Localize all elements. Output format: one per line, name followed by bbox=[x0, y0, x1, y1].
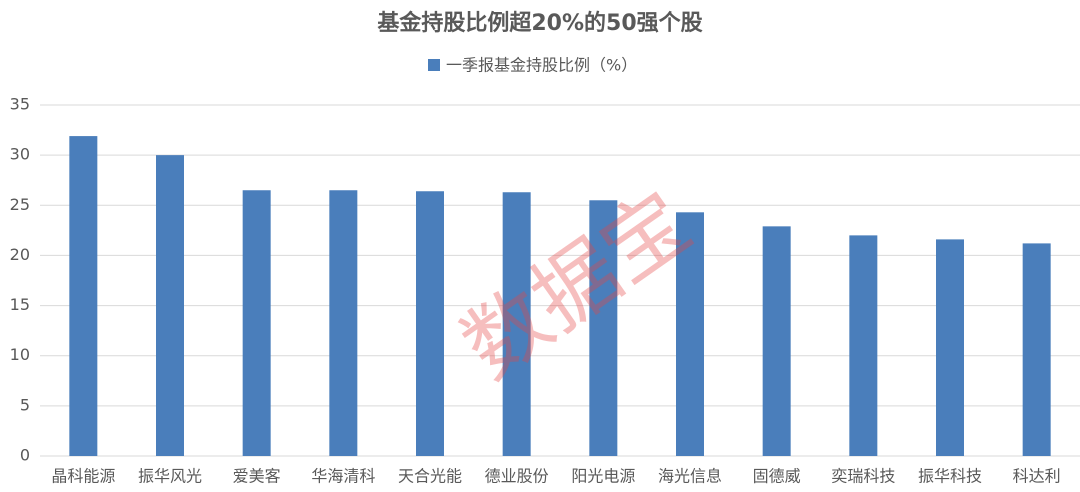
bar bbox=[1022, 243, 1051, 456]
bar bbox=[936, 239, 964, 456]
y-tick-label: 5 bbox=[20, 395, 30, 414]
chart-title: 基金持股比例超20%的50强个股 bbox=[377, 10, 702, 36]
bar bbox=[329, 190, 358, 456]
x-tick-label: 爱美客 bbox=[233, 467, 281, 486]
x-tick-label: 振华科技 bbox=[918, 467, 982, 486]
bar bbox=[849, 235, 878, 456]
y-tick-label: 30 bbox=[10, 145, 30, 164]
x-tick-label: 振华风光 bbox=[138, 467, 202, 486]
bar bbox=[676, 212, 704, 456]
y-tick-label: 0 bbox=[20, 446, 30, 465]
x-tick-label: 阳光电源 bbox=[571, 467, 635, 486]
bar bbox=[589, 200, 618, 456]
x-tick-label: 德业股份 bbox=[485, 467, 549, 486]
x-tick-label: 科达利 bbox=[1013, 467, 1061, 486]
x-tick-label: 华海清科 bbox=[311, 467, 375, 486]
bar bbox=[69, 136, 98, 457]
bar bbox=[242, 190, 271, 456]
bar bbox=[156, 155, 184, 456]
x-tick-label: 奕瑞科技 bbox=[831, 467, 895, 486]
bar bbox=[416, 191, 444, 456]
y-tick-label: 15 bbox=[10, 295, 30, 314]
x-tick-label: 固德威 bbox=[753, 467, 801, 486]
x-tick-label: 海光信息 bbox=[658, 467, 722, 486]
x-tick-label: 晶科能源 bbox=[51, 467, 115, 486]
bar bbox=[502, 192, 531, 456]
legend-label: 一季报基金持股比例（%） bbox=[446, 56, 637, 75]
x-tick-label: 天合光能 bbox=[398, 467, 462, 486]
y-tick-label: 10 bbox=[10, 345, 30, 364]
y-tick-label: 35 bbox=[10, 95, 30, 114]
watermark: 数据宝 bbox=[445, 173, 708, 398]
bar bbox=[762, 226, 791, 456]
y-tick-label: 20 bbox=[10, 245, 30, 264]
legend-swatch bbox=[428, 59, 440, 71]
y-tick-label: 25 bbox=[10, 195, 30, 214]
